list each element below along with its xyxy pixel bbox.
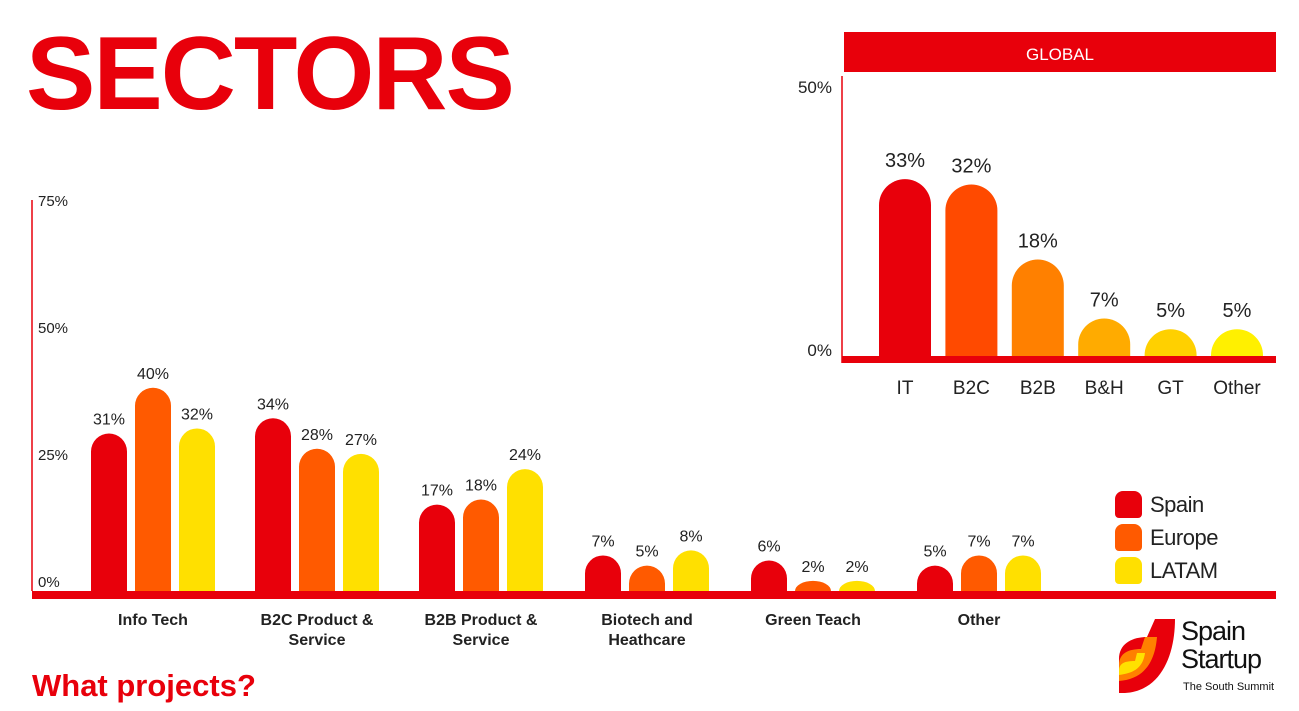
bar-info-tech-europe — [135, 387, 171, 591]
legend-label-spain: Spain — [1150, 491, 1204, 517]
legend-label-latam: LATAM — [1150, 557, 1218, 583]
bar-value-label: 27% — [345, 432, 377, 449]
bar-value-label: 18% — [465, 478, 497, 495]
bar-value-label: 2% — [845, 559, 868, 576]
page-title: SECTORS — [26, 16, 515, 132]
global-x-category-label: B2C — [953, 378, 990, 399]
bar-value-label: 7% — [1011, 533, 1034, 550]
bar-b2c-product-service-europe — [299, 448, 335, 591]
bar-b2b-product-service-spain — [419, 504, 455, 591]
global-bar-other — [1211, 329, 1263, 356]
logo-line-2: Startup — [1181, 644, 1262, 674]
x-category-label: Info Tech — [118, 612, 188, 629]
bar-biotech-and-heathcare-europe — [629, 565, 665, 591]
x-category-label: Other — [958, 612, 1001, 629]
bar-value-label: 17% — [421, 483, 453, 500]
global-bar-it — [879, 179, 931, 356]
bar-info-tech-spain — [91, 433, 127, 591]
spain-startup-logo: Spain Startup The South Summit — [1115, 615, 1285, 700]
bar-value-label: 34% — [257, 396, 289, 413]
legend-item-latam: LATAM — [1115, 554, 1218, 587]
legend-swatch-latam — [1115, 557, 1142, 584]
logo-tagline: The South Summit — [1183, 681, 1275, 693]
legend-item-spain: Spain — [1115, 488, 1218, 521]
global-bar-value-label: 18% — [1018, 231, 1058, 253]
global-title-banner — [844, 32, 1276, 72]
bar-value-label: 28% — [301, 427, 333, 444]
bar-green-teach-spain — [751, 560, 787, 591]
bar-biotech-and-heathcare-latam — [673, 550, 709, 591]
bar-value-label: 8% — [679, 528, 702, 545]
global-bar-value-label: 33% — [885, 150, 925, 172]
x-axis-baseline — [32, 591, 1276, 599]
bar-info-tech-latam — [179, 428, 215, 591]
bar-value-label: 5% — [923, 544, 946, 561]
bar-b2c-product-service-latam — [343, 453, 379, 591]
bar-other-spain — [917, 565, 953, 591]
legend-swatch-spain — [1115, 491, 1142, 518]
bar-b2b-product-service-latam — [507, 469, 543, 591]
global-bar-value-label: 7% — [1090, 289, 1119, 311]
bar-value-label: 7% — [967, 533, 990, 550]
chart-legend: Spain Europe LATAM — [1115, 488, 1218, 587]
global-x-category-label: B2B — [1020, 378, 1056, 399]
bar-green-teach-latam — [839, 580, 875, 591]
y-tick-label: 50% — [38, 320, 68, 337]
global-bar-value-label: 5% — [1156, 300, 1185, 322]
bar-other-latam — [1005, 555, 1041, 591]
y-tick-label: 75% — [38, 193, 68, 210]
global-x-category-label: Other — [1213, 378, 1261, 399]
global-y-tick-label: 0% — [807, 341, 832, 360]
legend-label-europe: Europe — [1150, 524, 1218, 550]
bar-value-label: 7% — [591, 533, 614, 550]
bar-value-label: 32% — [181, 406, 213, 423]
global-y-tick-label: 50% — [798, 78, 832, 97]
bar-value-label: 40% — [137, 366, 169, 383]
global-x-category-label: GT — [1157, 378, 1184, 399]
spain-startup-logo-icon — [1119, 619, 1175, 693]
global-bar-bh — [1078, 318, 1131, 356]
bar-other-europe — [961, 555, 997, 591]
bar-b2c-product-service-spain — [255, 418, 291, 591]
bar-value-label: 24% — [509, 447, 541, 464]
bar-value-label: 6% — [757, 539, 780, 556]
global-bar-value-label: 32% — [951, 155, 991, 177]
legend-swatch-europe — [1115, 524, 1142, 551]
bar-biotech-and-heathcare-spain — [585, 555, 621, 591]
bar-b2b-product-service-europe — [463, 499, 499, 591]
x-category-label: Biotech and Heathcare — [601, 612, 693, 649]
x-category-label: B2B Product & Service — [425, 612, 538, 649]
x-category-label: B2C Product & Service — [261, 612, 374, 649]
legend-item-europe: Europe — [1115, 521, 1218, 554]
logo-wordmark: Spain Startup — [1181, 616, 1262, 674]
page-subtitle: What projects? — [32, 668, 256, 703]
global-bar-gt — [1144, 329, 1197, 356]
bar-green-teach-europe — [795, 580, 831, 591]
bar-value-label: 5% — [635, 544, 658, 561]
global-bar-b2c — [945, 184, 998, 356]
bar-value-label: 2% — [801, 559, 824, 576]
global-x-axis-baseline — [842, 356, 1276, 363]
global-x-category-label: B&H — [1085, 378, 1124, 399]
global-x-category-label: IT — [897, 378, 914, 399]
y-tick-label: 25% — [38, 447, 68, 464]
bar-value-label: 31% — [93, 412, 125, 429]
global-bar-value-label: 5% — [1223, 300, 1252, 322]
x-category-label: Green Teach — [765, 612, 861, 629]
logo-line-1: Spain — [1181, 616, 1246, 646]
y-tick-label: 0% — [38, 574, 60, 591]
global-bar-b2b — [1011, 259, 1064, 356]
global-chart-title: GLOBAL — [1026, 45, 1094, 64]
